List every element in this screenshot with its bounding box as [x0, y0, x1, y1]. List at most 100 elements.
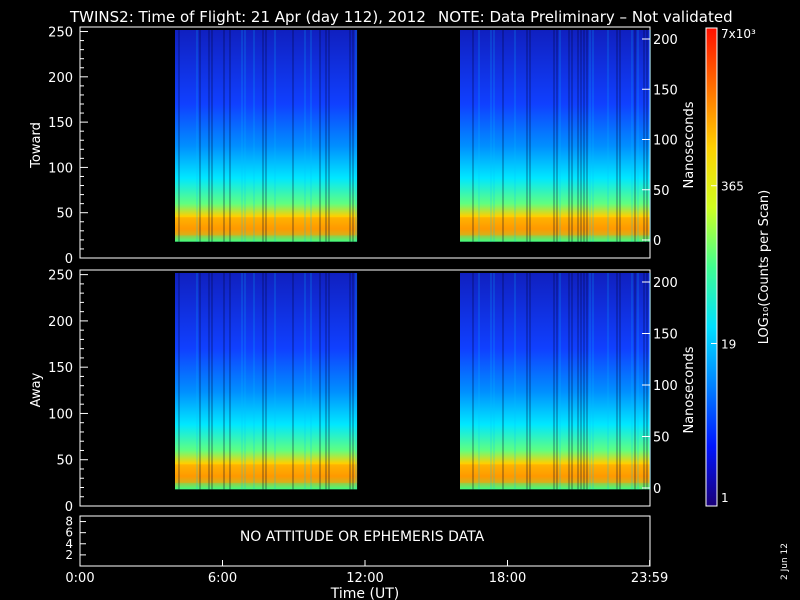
heatmap-stripe [325, 30, 327, 242]
heatmap-block [175, 30, 358, 242]
heatmap-stripe [328, 273, 330, 490]
heatmap-stripe [292, 30, 294, 242]
heatmap-stripe [502, 273, 504, 490]
away-y2-ticks: 0 50 100 150 200 [642, 276, 678, 497]
attitude-tick-label: 2 [65, 548, 73, 562]
attitude-tick-label: 4 [65, 537, 73, 551]
heatmap-stripe [634, 273, 636, 490]
x-tick-label: 12:00 [346, 571, 383, 586]
heatmap-stripe [352, 30, 354, 242]
heatmap-stripe [529, 30, 531, 242]
y2-tick-label: 0 [653, 234, 661, 249]
heatmap-stripe [253, 30, 255, 242]
heatmap-stripe [196, 30, 198, 242]
heatmap-stripe [553, 273, 555, 490]
heatmap-stripe [208, 30, 210, 242]
toward-y-ticks: 0 50 100 150 200 250 [48, 26, 88, 267]
heatmap-stripe [262, 273, 264, 490]
y2-tick-label: 0 [653, 482, 661, 497]
y2-tick-label: 100 [653, 134, 678, 149]
heatmap-stripe [196, 273, 198, 490]
heatmap-stripe [262, 30, 264, 242]
heatmap-stripe [223, 273, 225, 490]
heatmap-stripe [472, 30, 474, 242]
peak-band [175, 217, 358, 236]
heatmap-stripe [178, 30, 180, 242]
colorbar-tick-label: 365 [721, 180, 744, 194]
heatmap-stripe [199, 30, 201, 242]
y2-tick-label: 200 [653, 33, 678, 48]
heatmap-stripe [304, 30, 306, 242]
attitude-tick-label: 6 [65, 526, 73, 540]
heatmap-stripe [208, 273, 210, 490]
heatmap-stripe [592, 273, 594, 490]
heatmap-stripe [478, 273, 480, 490]
heatmap-stripe [568, 273, 570, 490]
colorbar-tick-label: 19 [721, 337, 736, 351]
heatmap-stripe [472, 273, 474, 490]
heatmap-stripe [568, 30, 570, 242]
heatmap-stripe [616, 273, 618, 490]
heatmap-stripe [559, 30, 561, 242]
heatmap-stripe [646, 30, 648, 242]
heatmap-stripe [274, 273, 276, 490]
heatmap-stripe [580, 273, 582, 490]
no-data-message: NO ATTITUDE OR EPHEMERIS DATA [240, 529, 485, 545]
attitude-tick-label: 8 [65, 515, 73, 529]
toward-panel-frame [79, 26, 651, 259]
heatmap-stripe [556, 30, 558, 242]
heatmap-stripe [571, 30, 573, 242]
y-tick-label: 250 [48, 26, 73, 41]
y-tick-label: 50 [56, 207, 73, 222]
heatmap-stripe [631, 30, 633, 242]
heatmap-stripe [607, 30, 609, 242]
colorbar-label: LOG₁₀(Counts per Scan) [757, 190, 772, 345]
heatmap-stripe [586, 273, 588, 490]
y-tick-label: 0 [65, 252, 73, 267]
heatmap-stripe [592, 30, 594, 242]
y2-tick-label: 100 [653, 379, 678, 394]
x-tick-label: 0:00 [65, 571, 94, 586]
peak-band [175, 464, 358, 483]
heatmap-stripe [490, 30, 492, 242]
heatmap-stripe [223, 30, 225, 242]
heatmap-stripe [229, 30, 231, 242]
heatmap-stripe [514, 30, 516, 242]
heatmap-stripe [211, 273, 213, 490]
heatmap-block [460, 273, 650, 490]
y2-tick-label: 150 [653, 328, 678, 343]
y-tick-label: 200 [48, 71, 73, 86]
heatmap-stripe [619, 30, 621, 242]
heatmap-stripe [211, 30, 213, 242]
y-tick-label: 150 [48, 116, 73, 131]
heatmap-stripe [526, 30, 528, 242]
y2-tick-label: 200 [653, 276, 678, 291]
heatmap-stripe [619, 273, 621, 490]
y2-tick-label: 50 [653, 184, 670, 199]
y2-tick-label: 150 [653, 83, 678, 98]
heatmap-stripe [553, 30, 555, 242]
preliminary-note: NOTE: Data Preliminary – Not validated [438, 8, 733, 26]
heatmap-stripe [265, 273, 267, 490]
colorbar-tick-label: 7x10³ [721, 27, 756, 41]
heatmap-stripe [310, 30, 312, 242]
heatmap-stripe [577, 30, 579, 242]
y-tick-label: 100 [48, 161, 73, 176]
heatmap-stripe [265, 30, 267, 242]
heatmap-stripe [325, 273, 327, 490]
y2-tick-label: 50 [653, 431, 670, 446]
heatmap-stripe [310, 273, 312, 490]
y-tick-label: 50 [56, 454, 73, 469]
heatmap-stripe [493, 273, 495, 490]
heatmap-stripe [646, 273, 648, 490]
heatmap-stripe [643, 30, 645, 242]
heatmap-stripe [478, 30, 480, 242]
heatmap-stripe [253, 273, 255, 490]
heatmap-stripe [529, 273, 531, 490]
away-panel: 0 50 100 150 200 250 0 50 100 150 200 Away Nanose… [29, 269, 697, 515]
heatmap-stripe [178, 273, 180, 490]
heatmap-stripe [352, 273, 354, 490]
